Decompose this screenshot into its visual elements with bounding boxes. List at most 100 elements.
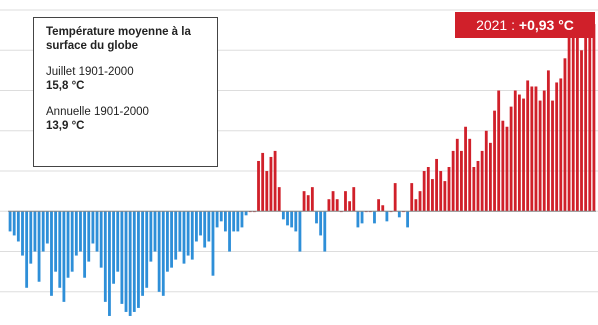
bar-1946 xyxy=(281,211,285,220)
bar-1893 xyxy=(62,211,66,302)
bar-1928 xyxy=(207,211,211,242)
bar-1918 xyxy=(166,211,169,272)
bar-2019 xyxy=(584,26,588,212)
bar-1888 xyxy=(41,211,45,252)
bar-2000 xyxy=(505,126,509,212)
bar-1891 xyxy=(54,211,58,272)
callout-year: 2021 : xyxy=(476,17,515,33)
bar-1884 xyxy=(25,211,29,288)
bar-1908 xyxy=(124,211,128,312)
bar-1890 xyxy=(50,211,53,296)
bar-1945 xyxy=(277,187,281,212)
bar-1929 xyxy=(211,211,215,276)
bar-1979 xyxy=(418,191,422,212)
bar-1964 xyxy=(356,211,360,228)
bar-1887 xyxy=(37,211,41,282)
bar-2005 xyxy=(526,80,530,212)
bar-1896 xyxy=(74,211,78,256)
bar-1978 xyxy=(414,199,418,212)
bar-1998 xyxy=(497,90,501,212)
bar-1959 xyxy=(335,199,339,212)
bar-1949 xyxy=(294,211,298,232)
bar-2008 xyxy=(538,100,542,212)
bar-1951 xyxy=(302,191,306,212)
bar-1880 xyxy=(8,211,12,232)
bar-1958 xyxy=(331,191,335,212)
bar-1962 xyxy=(348,201,352,212)
bar-1977 xyxy=(410,183,414,212)
bar-1982 xyxy=(431,179,434,212)
bar-1925 xyxy=(195,211,198,242)
bar-2020 xyxy=(588,24,592,212)
bar-1921 xyxy=(178,211,182,252)
bar-1983 xyxy=(435,158,438,212)
bar-2006 xyxy=(530,86,534,212)
bar-1902 xyxy=(99,211,103,268)
bar-1885 xyxy=(29,211,33,264)
bar-1987 xyxy=(451,150,455,212)
bar-1913 xyxy=(145,211,149,288)
bar-1899 xyxy=(87,211,91,262)
bar-1922 xyxy=(182,211,186,264)
bar-1932 xyxy=(223,211,227,232)
bar-1970 xyxy=(381,205,385,212)
bar-1895 xyxy=(70,211,74,272)
bar-1988 xyxy=(455,138,459,212)
bar-1969 xyxy=(377,199,381,212)
bar-1961 xyxy=(344,191,347,212)
reference-label-july: Juillet 1901-2000 xyxy=(46,66,134,78)
bar-1974 xyxy=(397,211,401,218)
bar-1935 xyxy=(236,211,240,232)
bar-1897 xyxy=(79,211,82,252)
bar-1996 xyxy=(489,142,492,212)
reference-label-annual: Annuelle 1901-2000 xyxy=(46,106,149,118)
bar-2001 xyxy=(509,106,513,212)
bar-1911 xyxy=(137,211,140,308)
bar-1956 xyxy=(323,211,327,252)
bar-1953 xyxy=(310,187,314,212)
bar-2015 xyxy=(567,26,571,212)
legend-box: Température moyenne à la surface du glob… xyxy=(33,17,218,167)
bar-1985 xyxy=(443,181,447,212)
bar-1889 xyxy=(45,211,49,244)
bar-1991 xyxy=(468,138,472,212)
bar-1910 xyxy=(132,211,136,312)
bar-1976 xyxy=(406,211,409,228)
bar-1933 xyxy=(228,211,231,252)
bar-1994 xyxy=(480,150,484,212)
bar-2021 xyxy=(592,24,596,212)
bar-1937 xyxy=(244,211,248,216)
bar-1952 xyxy=(306,195,310,212)
bar-2016 xyxy=(571,30,575,212)
bar-1940 xyxy=(257,160,260,212)
bar-2002 xyxy=(513,90,517,212)
bar-1968 xyxy=(373,211,376,224)
callout-anomaly: +0,93 °C xyxy=(518,17,574,33)
bar-1980 xyxy=(422,171,426,212)
bar-1886 xyxy=(33,211,37,252)
bar-1906 xyxy=(116,211,120,272)
bar-1999 xyxy=(501,120,505,212)
bar-2009 xyxy=(542,90,546,212)
bar-1963 xyxy=(352,187,356,212)
bar-1909 xyxy=(128,211,132,316)
bar-1919 xyxy=(170,211,173,268)
chart-title: Température moyenne à la surface du glob… xyxy=(46,26,191,52)
bar-1926 xyxy=(199,211,202,236)
bar-2012 xyxy=(555,82,559,212)
bar-series xyxy=(8,24,596,316)
bar-1941 xyxy=(261,152,265,212)
bar-1944 xyxy=(273,150,277,212)
reference-value-annual: 13,9 °C xyxy=(46,120,85,132)
bar-1934 xyxy=(232,211,236,232)
bar-2013 xyxy=(559,78,563,212)
bar-1990 xyxy=(464,126,467,212)
bar-1923 xyxy=(186,211,190,256)
bar-1881 xyxy=(12,211,16,236)
bar-1901 xyxy=(95,211,99,252)
bar-1883 xyxy=(21,211,24,256)
bar-2014 xyxy=(563,58,567,212)
bar-1995 xyxy=(484,130,488,212)
bar-2004 xyxy=(522,98,525,212)
